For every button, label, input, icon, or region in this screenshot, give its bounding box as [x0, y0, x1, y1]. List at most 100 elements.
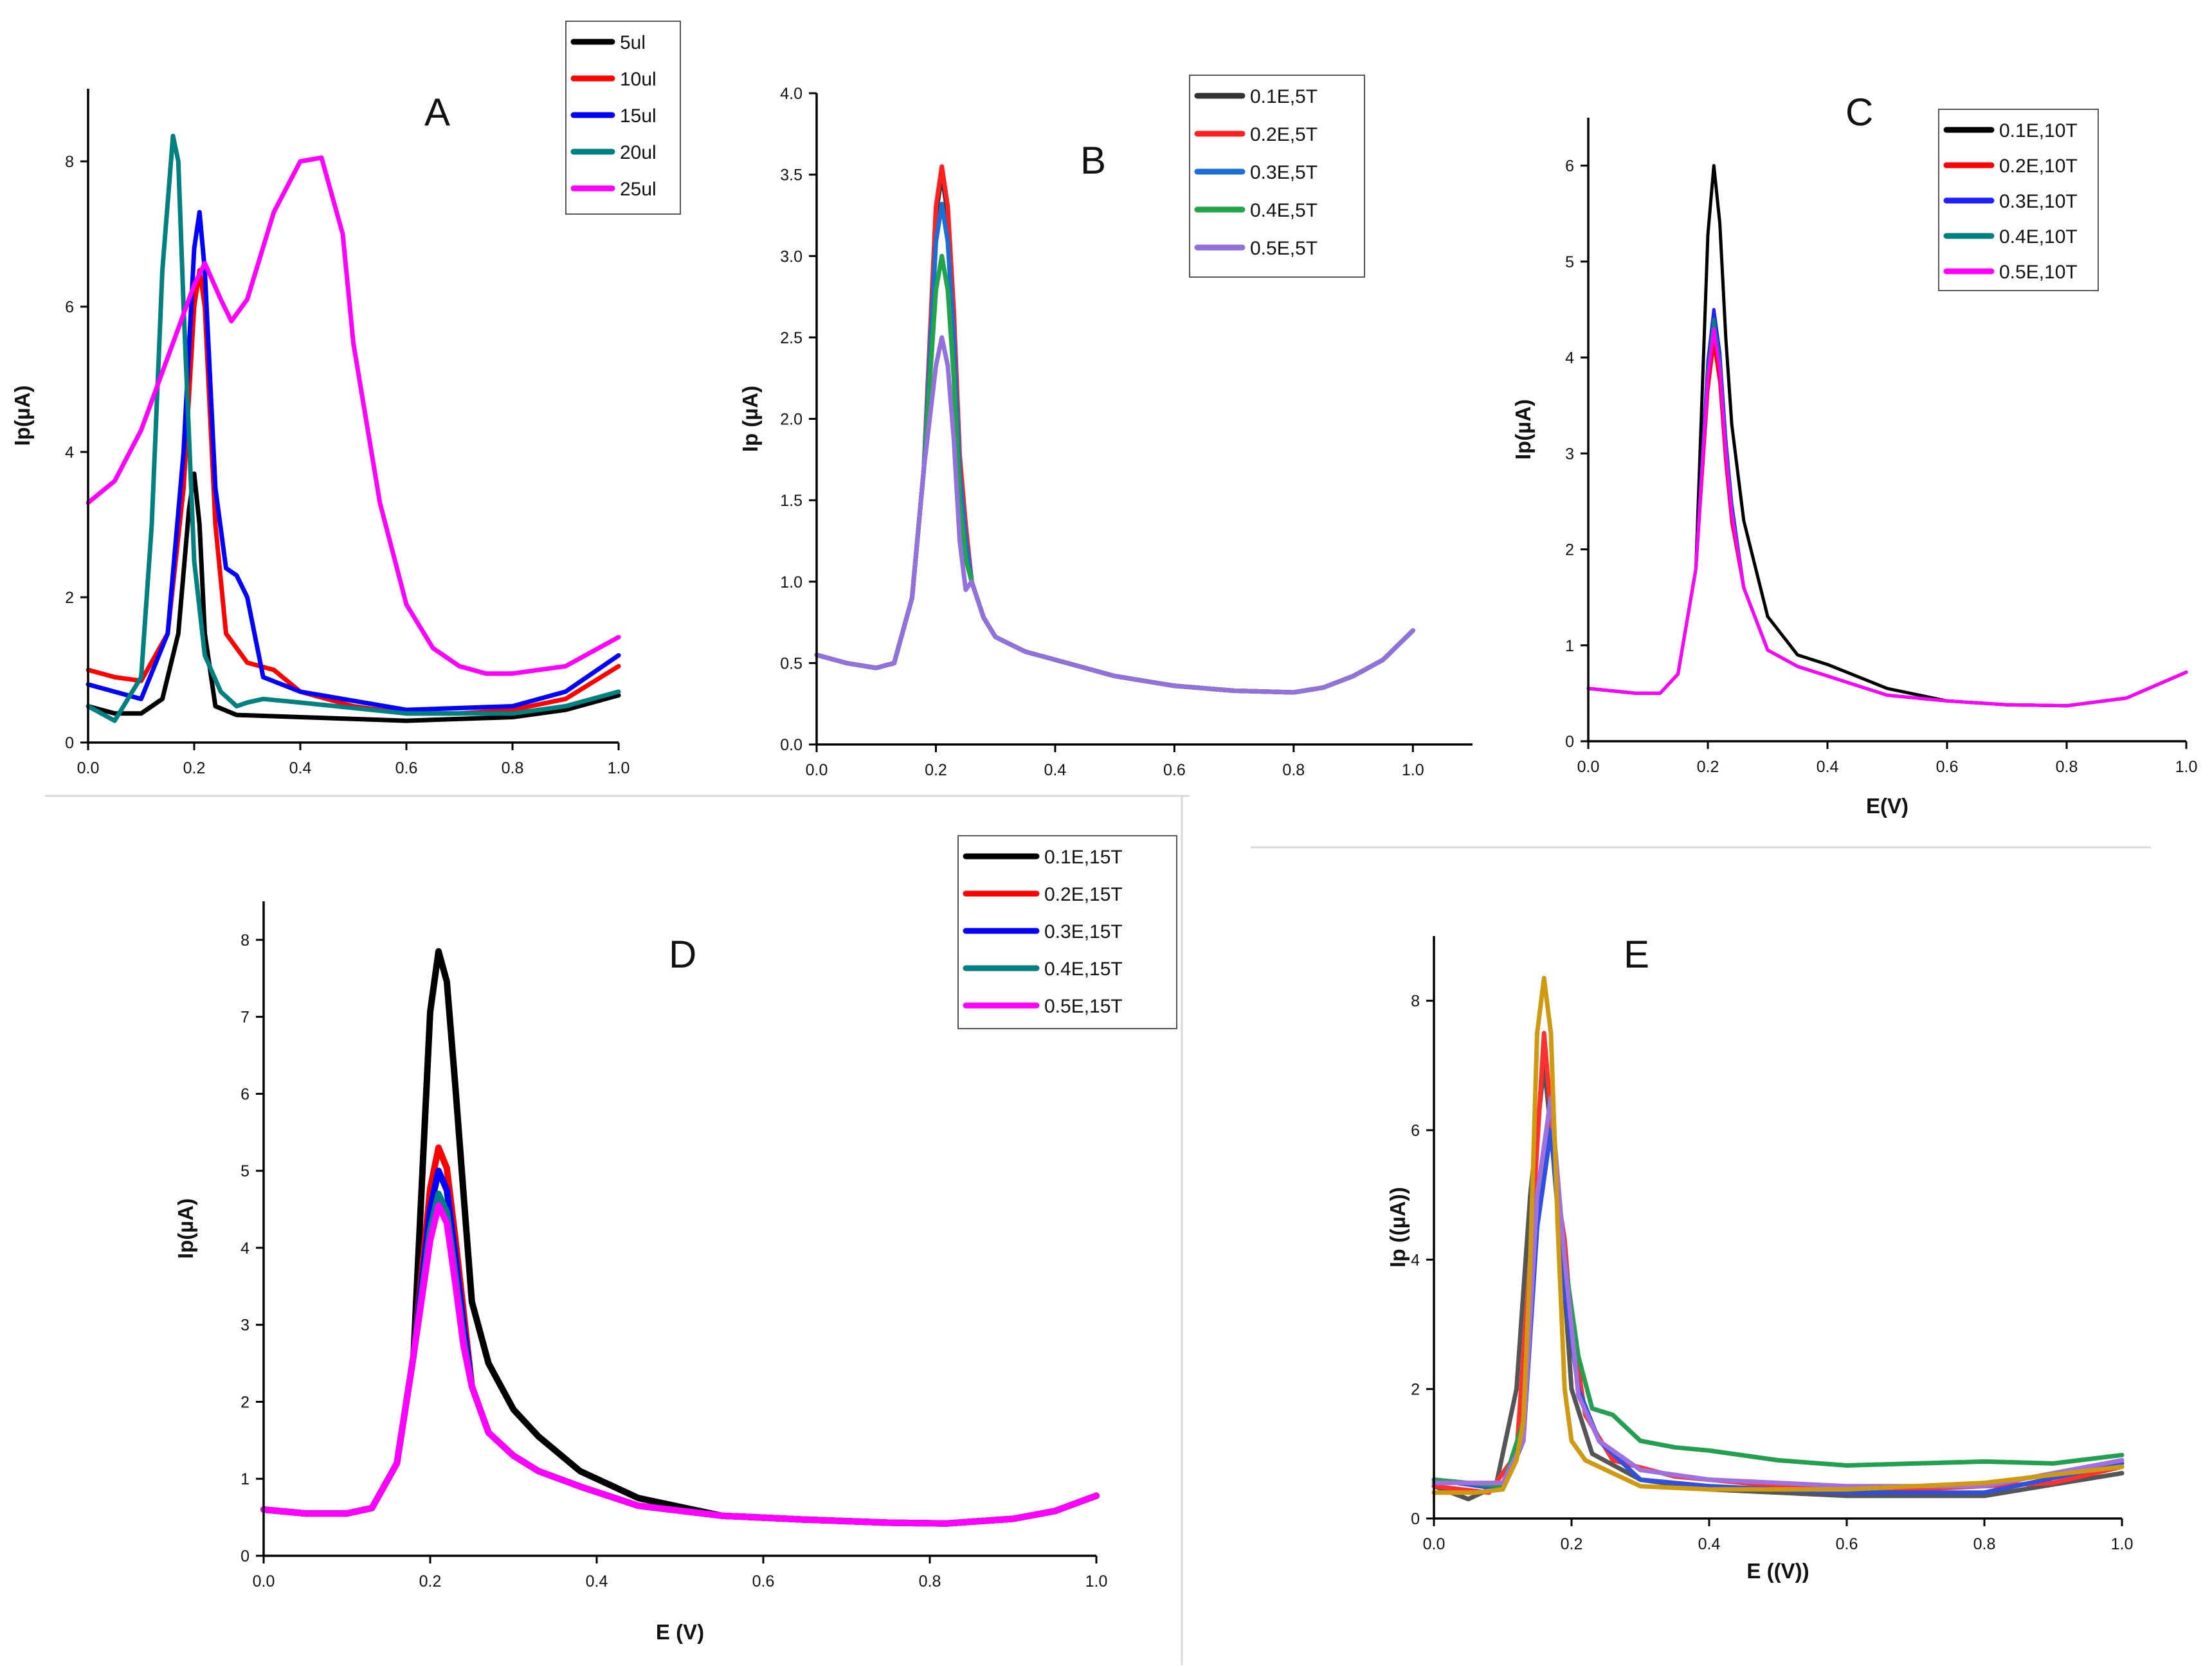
y-tick-label: 0.5 [780, 654, 802, 672]
y-axis-title: Ip(µA) [10, 385, 34, 446]
legend-label: 0.3E,15T [1044, 921, 1123, 942]
legend-label: 20ul [620, 142, 657, 163]
x-tick-label: 1.0 [2175, 758, 2198, 776]
y-tick-label: 2 [65, 589, 74, 607]
x-tick-label: 0.2 [419, 1572, 442, 1590]
y-tick-label: 1 [240, 1470, 249, 1488]
y-tick-label: 6 [240, 1085, 249, 1103]
y-tick-label: 6 [1565, 158, 1574, 176]
legend-label: 0.3E,5T [1250, 162, 1318, 183]
y-tick-label: 7 [240, 1009, 249, 1027]
legend-box [1189, 75, 1365, 278]
y-tick-label: 3.0 [780, 248, 802, 266]
legend-label: 0.4E,5T [1250, 200, 1318, 221]
x-axis-title: E (V) [656, 1620, 704, 1644]
x-tick-label: 0.4 [586, 1572, 608, 1590]
y-tick-label: 8 [65, 153, 74, 171]
legend-label: 0.4E,15T [1044, 959, 1123, 980]
x-tick-label: 0.0 [77, 759, 100, 777]
legend-label: 0.4E,10T [1999, 226, 2078, 248]
series-line-0-4e-10t [1586, 317, 2188, 708]
chart-panel-c: 0.0 0.2 0.4 0.6 0.8 1.0 0 1 2 3 4 5 6 Ip(µA) E(V) C 0.1E… [1511, 91, 2197, 818]
y-tick-label: 2 [1411, 1381, 1420, 1399]
y-tick-label: 1.5 [780, 492, 802, 510]
y-tick-label: 1.0 [780, 573, 802, 591]
x-tick-label: 0.0 [1423, 1535, 1446, 1553]
x-tick-label: 0.2 [925, 761, 947, 779]
series-line-0-3e-15t [260, 1167, 1100, 1527]
x-tick-label: 0.6 [752, 1572, 775, 1590]
y-tick-label: 4 [65, 444, 74, 462]
x-tick-label: 1.0 [1402, 761, 1424, 779]
y-axis-title: Ip ((µA)) [1386, 1187, 1410, 1267]
x-tick-label: 0.8 [1282, 761, 1305, 779]
y-tick-label: 5 [240, 1162, 249, 1180]
series-line-0-3e-10t [1586, 308, 2188, 708]
legend-label: 0.2E,5T [1250, 124, 1318, 145]
legend-label: 0.2E,10T [1999, 156, 2078, 177]
legend-label: 0.5E,5T [1250, 238, 1318, 259]
x-tick-label: 0.8 [919, 1572, 941, 1590]
y-axis-title: Ip(µA) [174, 1198, 197, 1259]
x-tick-label: 0.4 [289, 759, 312, 777]
x-tick-label: 0.4 [1698, 1535, 1721, 1553]
x-tick-label: 0.8 [1973, 1535, 1996, 1553]
x-tick-label: 0.6 [1163, 761, 1186, 779]
legend-label: 0.1E,15T [1044, 847, 1123, 868]
chart-panel-b: 0.0 0.2 0.4 0.6 0.8 1.0 0.0 0.5 1.0 1.5 2.0 2.5 3.0 3… [738, 75, 1473, 779]
panel-label: C [1845, 91, 1873, 134]
y-tick-label: 4 [1411, 1251, 1420, 1269]
series-line-gold [1431, 975, 2125, 1495]
y-tick-label: 6 [65, 298, 74, 316]
series-line-0-5e-5t [814, 335, 1415, 695]
x-tick-label: 0.2 [1697, 758, 1719, 776]
series-line-0-5e-15t [260, 1202, 1100, 1527]
y-tick-label: 0 [65, 734, 74, 752]
x-axis-title: E(V) [1866, 794, 1908, 818]
y-tick-label: 0 [1411, 1510, 1420, 1528]
series-line-0-2e-10t [1586, 341, 2188, 708]
legend-label: 0.3E,10T [1999, 191, 2078, 212]
y-tick-label: 5 [1565, 253, 1574, 271]
legend-label: 25ul [620, 179, 657, 200]
x-tick-label: 0.4 [1817, 758, 1839, 776]
panel-label: E [1624, 933, 1649, 976]
series-line-0-2e-15t [260, 1144, 1100, 1527]
legend-label: 5ul [620, 32, 646, 53]
legend: 5ul 10ul 15ul 20ul 25ul [565, 21, 681, 215]
x-tick-label: 0.0 [253, 1572, 275, 1590]
x-tick-label: 0.6 [1936, 758, 1959, 776]
y-tick-label: 8 [1411, 993, 1420, 1011]
y-tick-label: 3 [1565, 445, 1574, 463]
series-line-25ul [86, 155, 621, 676]
y-tick-label: 0 [1565, 733, 1574, 751]
chart-panel-a: 0.0 0.2 0.4 0.6 0.8 1.0 0 2 4 6 8 Ip(µA) A 5ul 10ul 15u… [10, 21, 681, 777]
series-line-20ul [86, 134, 621, 723]
series-line-0-5e-10t [1586, 327, 2188, 708]
legend-box [565, 21, 681, 215]
y-axis-title: Ip (µA) [738, 386, 762, 452]
x-axis-title: E ((V)) [1746, 1559, 1809, 1583]
y-tick-label: 8 [240, 932, 249, 950]
chart-panel-d: 0.0 0.2 0.4 0.6 0.8 1.0 0 1 2 3 4 5 6 7 8 Ip(µA) E (V) D 0… [174, 835, 1177, 1644]
panel-label: D [669, 933, 696, 976]
legend-label: 0.1E,10T [1999, 120, 2078, 141]
y-tick-label: 1 [1565, 637, 1574, 655]
legend: 0.1E,5T 0.2E,5T 0.3E,5T 0.4E,5T 0.5E,5T [1189, 75, 1365, 278]
legend-label: 10ul [620, 69, 657, 90]
y-tick-label: 2.0 [780, 411, 802, 429]
x-tick-label: 0.8 [2056, 758, 2078, 776]
x-tick-label: 0.0 [1577, 758, 1600, 776]
legend: 0.1E,15T 0.2E,15T 0.3E,15T 0.4E,15T 0.5E,15T [957, 835, 1177, 1029]
legend-label: 0.5E,10T [1999, 262, 2078, 283]
y-tick-label: 3.5 [780, 167, 802, 185]
legend: 0.1E,10T 0.2E,10T 0.3E,10T 0.4E,10T 0.5E,10T [1938, 109, 2099, 291]
series-line-5ul [86, 471, 621, 723]
y-tick-label: 4.0 [780, 85, 802, 103]
panel-label: A [424, 91, 450, 134]
x-tick-label: 0.6 [1836, 1535, 1858, 1553]
y-tick-label: 2.5 [780, 329, 802, 347]
y-tick-label: 0.0 [780, 736, 802, 754]
y-tick-label: 4 [1565, 349, 1574, 367]
